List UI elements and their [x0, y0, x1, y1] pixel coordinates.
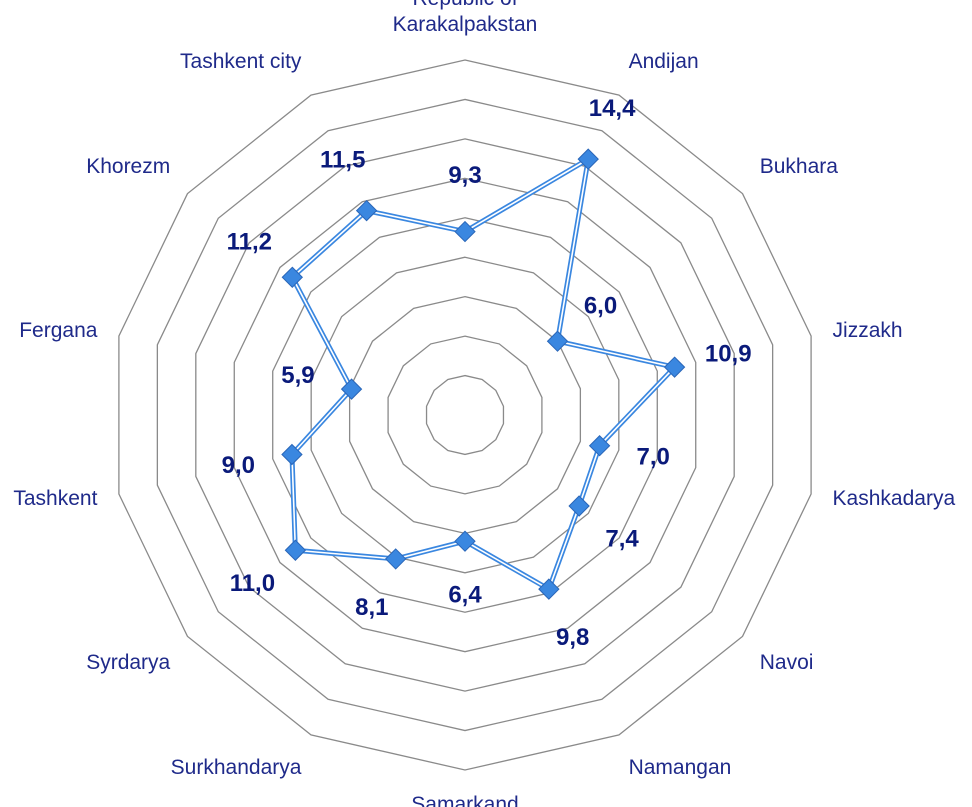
- marker: [663, 356, 686, 378]
- marker: [281, 443, 303, 466]
- data-label: 11,5: [320, 146, 365, 173]
- marker: [384, 548, 407, 570]
- data-label: 6,4: [448, 582, 482, 609]
- data-label: 6,0: [584, 292, 617, 319]
- data-label: 7,4: [605, 526, 639, 553]
- grid-ring: [272, 217, 658, 613]
- grid-ring: [425, 374, 505, 456]
- data-label: 7,0: [637, 443, 670, 470]
- grid-ring: [233, 177, 697, 653]
- marker: [355, 199, 378, 222]
- category-label: Andijan: [628, 50, 699, 74]
- data-label: 5,9: [281, 362, 314, 389]
- category-label: Namangan: [628, 755, 732, 779]
- data-label: 14,4: [589, 95, 636, 122]
- data-label: 9,3: [448, 162, 481, 189]
- category-label: Syrdarya: [86, 651, 171, 675]
- marker: [568, 495, 590, 517]
- grid-ring: [118, 59, 812, 771]
- category-label: Kashkadarya: [832, 486, 956, 510]
- grid-ring: [310, 256, 620, 574]
- data-label: 9,8: [556, 624, 589, 651]
- grid-ring: [195, 138, 735, 692]
- data-label: 10,9: [705, 340, 752, 367]
- data-label: 11,2: [227, 228, 272, 255]
- grid-ring: [387, 335, 543, 495]
- marker: [284, 539, 307, 561]
- category-label: Tashkent: [13, 486, 98, 510]
- data-label: 11,0: [230, 570, 275, 597]
- marker: [577, 148, 599, 170]
- marker: [546, 330, 569, 352]
- series-line: [289, 156, 678, 592]
- marker: [588, 435, 611, 457]
- category-label: Samarkand: [411, 793, 519, 807]
- marker: [454, 530, 476, 552]
- grid-ring: [348, 295, 582, 535]
- marker: [281, 266, 304, 288]
- category-label: Surkhandarya: [170, 755, 302, 779]
- category-label: Jizzakh: [832, 319, 903, 343]
- category-label: Khorezm: [86, 154, 171, 178]
- category-label: Republic of Karakalpakstan: [392, 0, 538, 36]
- data-label: 9,0: [222, 452, 255, 479]
- grid-ring: [156, 98, 774, 732]
- category-label: Tashkent city: [180, 50, 302, 74]
- category-label: Bukhara: [759, 154, 838, 178]
- marker: [454, 220, 476, 243]
- category-label: Fergana: [19, 319, 98, 343]
- marker: [538, 578, 560, 600]
- marker: [340, 378, 363, 400]
- category-label: Navoi: [759, 651, 814, 675]
- data-label: 8,1: [355, 594, 388, 621]
